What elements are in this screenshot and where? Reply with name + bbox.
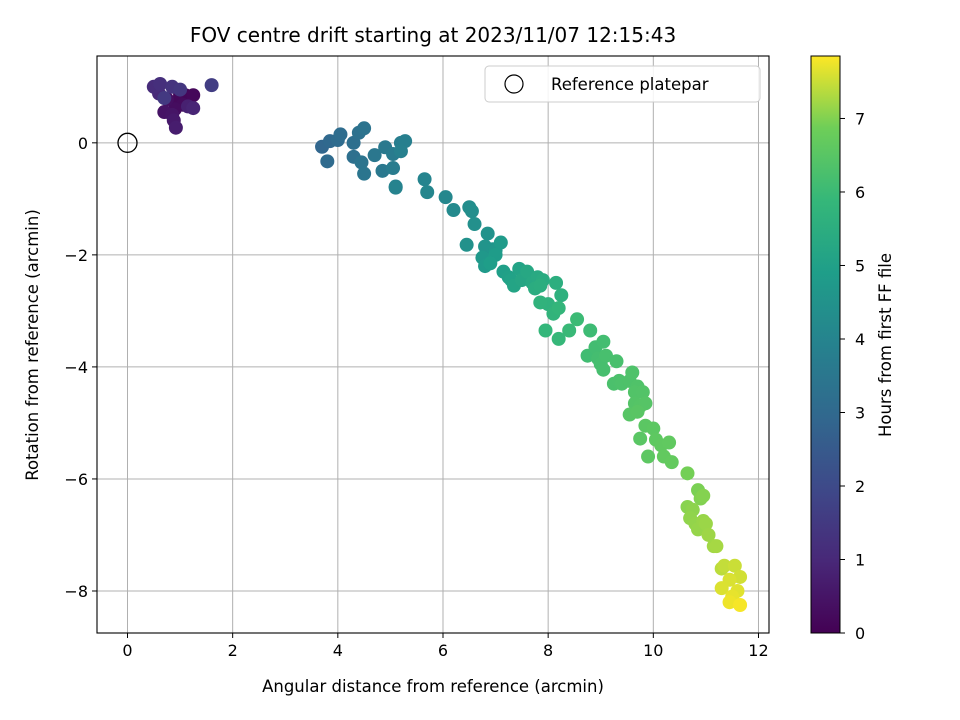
data-point [417,172,432,187]
data-point [733,569,748,584]
colorbar-tick-label: 1 [855,550,865,569]
colorbar [810,55,841,634]
scatter-points [146,77,748,612]
data-point [320,154,335,169]
data-point [635,385,650,400]
colorbar-tick-label: 7 [855,109,865,128]
data-point [714,581,729,596]
colorbar-tick-label: 4 [855,330,865,349]
data-point [388,180,403,195]
legend-entry-reference: Reference platepar [551,75,709,94]
data-point [464,204,479,219]
data-point [662,435,677,450]
data-point [393,144,408,159]
colorbar-tick-label: 0 [855,624,865,643]
data-point [709,539,724,554]
data-point [609,354,624,369]
data-point [551,331,566,346]
data-point [549,275,564,290]
data-point [551,301,566,316]
data-point [367,148,382,163]
data-point [204,78,219,93]
data-point [538,323,553,338]
colorbar-tick-label: 2 [855,477,865,496]
data-point [153,77,168,92]
data-point [646,421,661,436]
x-tick-label: 0 [122,641,132,660]
data-point [562,323,577,338]
data-point [186,88,201,103]
y-tick-label: −4 [64,358,88,377]
x-tick-label: 10 [643,641,663,660]
data-point [583,323,598,338]
x-axis-label: Angular distance from reference (arcmin) [262,677,604,696]
data-point [168,120,183,135]
data-point [554,288,569,303]
x-tick-label: 8 [543,641,553,660]
plot-frame [96,55,770,634]
grid [97,56,769,633]
x-axis-ticks: 0 2 4 6 8 10 12 [122,633,769,660]
colorbar-tick-label: 6 [855,183,865,202]
data-point [625,365,640,380]
data-point [438,190,453,205]
y-axis-ticks: −8 −6 −4 −2 0 [64,134,97,601]
data-point [354,155,369,170]
data-point [630,404,645,419]
data-point [186,101,201,116]
data-point [480,226,495,241]
legend: Reference platepar [484,65,761,103]
reference-point [117,132,138,153]
x-tick-label: 12 [748,641,768,660]
data-point [333,127,348,142]
y-tick-label: −2 [64,246,88,265]
data-point [446,203,461,218]
data-point [459,237,474,252]
data-point [386,161,401,176]
chart-title: FOV centre drift starting at 2023/11/07 … [190,23,676,47]
x-tick-label: 6 [438,641,448,660]
legend-reference-marker [504,74,524,94]
data-point [570,312,585,327]
data-point [357,121,372,136]
y-tick-label: −6 [64,470,88,489]
colorbar-label: Hours from first FF file [876,253,895,437]
data-point [701,527,716,542]
data-point [680,466,695,481]
data-point [722,595,737,610]
data-point [598,348,613,363]
data-point [596,362,611,377]
x-tick-label: 4 [333,641,343,660]
x-tick-label: 2 [228,641,238,660]
data-point [467,217,482,232]
data-point [696,488,711,503]
legend-box [484,65,761,103]
y-axis-label: Rotation from reference (arcmin) [23,209,42,481]
colorbar-ticks: 0 1 2 3 4 5 6 7 [840,109,865,643]
data-point [420,185,435,200]
y-tick-label: −8 [64,582,88,601]
colorbar-tick-label: 5 [855,256,865,275]
data-point [641,449,656,464]
reference-marker [117,132,138,153]
data-point [664,455,679,470]
data-point [727,558,742,573]
data-point [698,516,713,531]
colorbar-tick-label: 3 [855,403,865,422]
data-point [483,256,498,271]
y-tick-label: 0 [78,134,88,153]
data-point [375,163,390,178]
data-point [520,264,535,279]
data-point [157,91,172,106]
data-point [717,558,732,573]
data-point [596,334,611,349]
data-point [173,82,188,97]
data-point [533,295,548,310]
data-point [733,597,748,612]
data-point [633,431,648,446]
data-point [357,166,372,181]
data-point [493,235,508,250]
data-point [533,278,548,293]
